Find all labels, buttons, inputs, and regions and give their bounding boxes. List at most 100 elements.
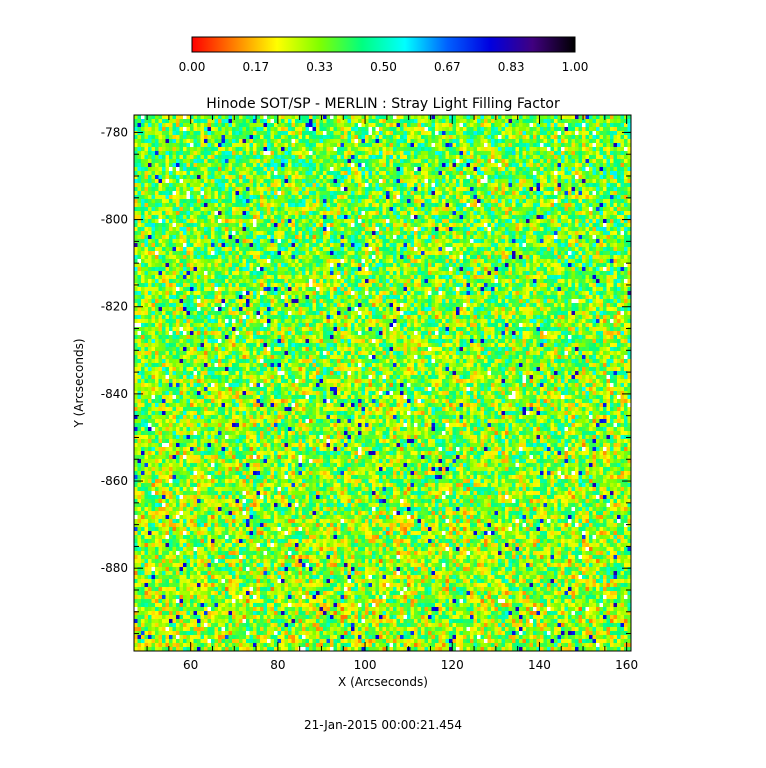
heatmap-cell — [554, 235, 558, 239]
heatmap-cell — [544, 187, 548, 191]
heatmap-cell — [299, 203, 303, 207]
heatmap-cell — [316, 231, 320, 235]
heatmap-cell — [330, 127, 334, 131]
heatmap-cell — [190, 251, 194, 255]
heatmap-cell — [299, 115, 303, 119]
heatmap-cell — [236, 159, 240, 163]
heatmap-cell — [341, 231, 345, 235]
heatmap-cell — [561, 239, 565, 243]
heatmap-cell — [173, 211, 177, 215]
heatmap-cell — [589, 195, 593, 199]
heatmap-cell — [330, 115, 334, 119]
heatmap-cell — [530, 223, 534, 227]
heatmap-cell — [526, 115, 530, 119]
heatmap-cell — [610, 211, 614, 215]
heatmap-cell — [565, 231, 569, 235]
heatmap-cell — [554, 131, 558, 135]
heatmap-cell — [141, 175, 145, 179]
heatmap-cell — [341, 215, 345, 219]
heatmap-cell — [278, 207, 282, 211]
heatmap-cell — [411, 215, 415, 219]
heatmap-cell — [582, 239, 586, 243]
heatmap-cell — [600, 127, 604, 131]
heatmap-cell — [414, 223, 418, 227]
heatmap-cell — [320, 175, 324, 179]
heatmap-cell — [215, 131, 219, 135]
heatmap-cell — [505, 159, 509, 163]
heatmap-cell — [593, 227, 597, 231]
heatmap-cell — [145, 155, 149, 159]
heatmap-cell — [309, 131, 313, 135]
heatmap-cell — [232, 227, 236, 231]
heatmap-cell — [439, 159, 443, 163]
heatmap-cell — [187, 251, 191, 255]
heatmap-cell — [516, 239, 520, 243]
heatmap-cell — [449, 191, 453, 195]
heatmap-cell — [183, 207, 187, 211]
heatmap-cell — [586, 239, 590, 243]
heatmap-cell — [222, 219, 226, 223]
heatmap-cell — [348, 235, 352, 239]
heatmap-cell — [134, 211, 138, 215]
heatmap-cell — [299, 243, 303, 247]
heatmap-cell — [271, 231, 275, 235]
heatmap-cell — [400, 199, 404, 203]
heatmap-cell — [176, 155, 180, 159]
heatmap-cell — [257, 247, 261, 251]
heatmap-cell — [519, 195, 523, 199]
heatmap-cell — [628, 119, 632, 123]
heatmap-cell — [169, 243, 173, 247]
heatmap-cell — [201, 131, 205, 135]
heatmap-cell — [208, 171, 212, 175]
heatmap-cell — [453, 155, 457, 159]
heatmap-cell — [138, 187, 142, 191]
heatmap-cell — [596, 179, 600, 183]
heatmap-cell — [246, 251, 250, 255]
heatmap-cell — [292, 167, 296, 171]
heatmap-cell — [176, 127, 180, 131]
heatmap-cell — [404, 231, 408, 235]
heatmap-cell — [194, 215, 198, 219]
heatmap-cell — [530, 123, 534, 127]
heatmap-cell — [334, 179, 338, 183]
heatmap-cell — [614, 219, 618, 223]
heatmap-cell — [323, 143, 327, 147]
heatmap-cell — [236, 123, 240, 127]
heatmap-cell — [386, 131, 390, 135]
heatmap-cell — [509, 211, 513, 215]
heatmap-cell — [386, 163, 390, 167]
heatmap-cell — [477, 251, 481, 255]
heatmap-cell — [498, 155, 502, 159]
heatmap-cell — [603, 163, 607, 167]
heatmap-cell — [197, 223, 201, 227]
heatmap-cell — [330, 219, 334, 223]
heatmap-cell — [533, 127, 537, 131]
heatmap-cell — [316, 227, 320, 231]
heatmap-cell — [299, 135, 303, 139]
heatmap-cell — [201, 123, 205, 127]
heatmap-cell — [393, 175, 397, 179]
heatmap-cell — [376, 115, 380, 119]
heatmap-cell — [285, 115, 289, 119]
heatmap-cell — [281, 195, 285, 199]
heatmap-cell — [589, 231, 593, 235]
heatmap-cell — [383, 127, 387, 131]
heatmap-cell — [267, 223, 271, 227]
heatmap-cell — [603, 167, 607, 171]
heatmap-cell — [260, 127, 264, 131]
heatmap-cell — [257, 231, 261, 235]
heatmap-cell — [519, 207, 523, 211]
heatmap-cell — [372, 191, 376, 195]
heatmap-cell — [334, 167, 338, 171]
heatmap-cell — [575, 155, 579, 159]
heatmap-cell — [414, 231, 418, 235]
heatmap-cell — [344, 127, 348, 131]
heatmap-cell — [166, 171, 170, 175]
heatmap-cell — [218, 191, 222, 195]
heatmap-cell — [348, 247, 352, 251]
heatmap-cell — [551, 195, 555, 199]
heatmap-cell — [404, 243, 408, 247]
heatmap-cell — [502, 251, 506, 255]
heatmap-cell — [460, 211, 464, 215]
heatmap-cell — [544, 239, 548, 243]
